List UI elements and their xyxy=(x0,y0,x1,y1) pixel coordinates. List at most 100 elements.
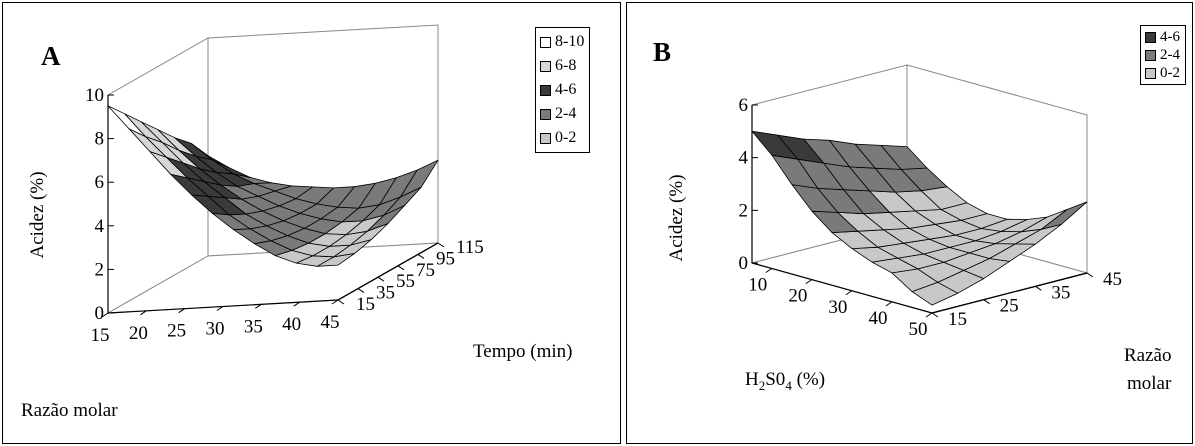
x-tick xyxy=(331,299,339,305)
legend-label: 8-10 xyxy=(555,33,585,50)
legend-item: 8-10 xyxy=(540,30,584,54)
z-tick-label: 0 xyxy=(95,303,105,324)
x-tick xyxy=(293,301,300,307)
legend-label: 2-4 xyxy=(555,105,577,122)
y-tick xyxy=(931,312,939,318)
y-tick-label: 15 xyxy=(948,309,967,330)
legend-item: 0-2 xyxy=(1145,64,1180,82)
x-tick xyxy=(805,279,813,285)
legend-label: 4-6 xyxy=(555,81,577,98)
x-axis-title-b: H2S04 (%) xyxy=(745,369,825,393)
y-axis-title-b: Razão xyxy=(1124,345,1171,366)
legend-label: 0-2 xyxy=(555,129,577,146)
legend-item: 2-4 xyxy=(540,102,584,126)
y-tick-label: 75 xyxy=(416,260,435,281)
legend-swatch xyxy=(540,108,551,120)
chart-panel-a: 0 2 4 6 8 10 15 20 25 30 35 40 45 15 35 55 75 95 115 A Acide… xyxy=(2,2,621,444)
legend-item: 0-2 xyxy=(540,126,584,150)
legend-label: 4-6 xyxy=(1160,28,1180,45)
legend-swatch xyxy=(540,132,551,144)
x-tick-label: 45 xyxy=(321,312,340,333)
z-tick-label: 2 xyxy=(739,200,749,221)
legend-item: 6-8 xyxy=(540,54,584,78)
x-axis-line xyxy=(751,262,933,314)
y-tick-label: 35 xyxy=(376,283,395,304)
surface-plot-b: 0 2 4 6 10 20 30 40 50 15 25 35 45 B Acidez (%) H2S04 (… xyxy=(653,37,1172,394)
z-tick-label: 2 xyxy=(95,259,105,280)
y-tick-label: 25 xyxy=(1000,296,1019,317)
y-tick xyxy=(1035,285,1042,291)
panel-label-b: B xyxy=(653,37,671,67)
y-tick xyxy=(437,242,445,248)
x-tick xyxy=(765,268,773,273)
x-tick xyxy=(255,303,262,309)
y-tick-label: 115 xyxy=(456,237,484,258)
z-tick-label: 6 xyxy=(95,172,105,193)
x-tick-label: 50 xyxy=(909,319,928,340)
y-tick xyxy=(983,299,990,305)
surface-mesh xyxy=(107,105,439,267)
y-tick xyxy=(417,253,425,259)
y-tick xyxy=(1086,272,1094,278)
y-tick xyxy=(377,276,385,282)
y-tick-label: 55 xyxy=(396,271,415,292)
z-tick-label: 10 xyxy=(85,85,104,106)
x-tick-label: 30 xyxy=(206,319,225,340)
y-tick xyxy=(357,288,365,294)
plot-frame xyxy=(107,24,439,314)
x-tick xyxy=(845,290,853,296)
chart-panel-b: 0 2 4 6 10 20 30 40 50 15 25 35 45 B Acidez (%) H2S04 (… xyxy=(626,2,1193,444)
legend-swatch xyxy=(540,60,551,72)
legend-label: 2-4 xyxy=(1160,46,1180,63)
z-tick-label: 4 xyxy=(739,148,749,169)
x-tick-label: 20 xyxy=(788,286,807,307)
x-tick-label: 25 xyxy=(167,321,186,342)
x-tick xyxy=(885,301,893,307)
y-tick-label: 45 xyxy=(1103,269,1122,290)
y-tick xyxy=(397,265,405,271)
legend-a: 8-10 6-8 4-6 2-4 0-2 xyxy=(535,27,591,153)
legend-label: 6-8 xyxy=(555,57,577,74)
z-tick-label: 4 xyxy=(95,216,105,237)
surface-patch xyxy=(190,142,230,169)
z-tick-label: 0 xyxy=(739,253,749,274)
surface-patch xyxy=(880,144,928,170)
z-axis-title-b: Acidez (%) xyxy=(666,174,687,261)
legend-swatch xyxy=(1145,49,1156,61)
y-axis-title-b-line2: molar xyxy=(1127,373,1172,394)
x-tick-label: 35 xyxy=(244,316,263,337)
legend-swatch xyxy=(1145,31,1156,43)
x-tick-label: 15 xyxy=(91,325,110,346)
x-tick-label: 20 xyxy=(129,323,148,344)
legend-b: 4-6 2-4 0-2 xyxy=(1140,25,1186,85)
y-tick-label: 35 xyxy=(1051,282,1070,303)
x-tick xyxy=(140,310,147,316)
legend-swatch xyxy=(1145,67,1156,79)
y-tick-label: 15 xyxy=(356,294,375,315)
x-tick-label: 30 xyxy=(828,297,847,318)
x-tick xyxy=(216,306,224,311)
y-axis-title-a: Tempo (min) xyxy=(473,341,572,362)
x-tick xyxy=(178,308,185,314)
z-axis-title-a: Acidez (%) xyxy=(27,171,48,258)
panel-label-a: A xyxy=(41,41,61,71)
x-tick xyxy=(925,312,933,318)
front-edge xyxy=(337,242,439,301)
x-tick-label: 10 xyxy=(748,275,767,296)
x-tick-label: 40 xyxy=(868,308,887,329)
legend-swatch xyxy=(540,84,551,96)
x-tick xyxy=(101,312,109,318)
legend-item: 4-6 xyxy=(1145,28,1180,46)
legend-item: 2-4 xyxy=(1145,46,1180,64)
front-edge xyxy=(931,272,1088,314)
legend-item: 4-6 xyxy=(540,78,584,102)
surface-mesh xyxy=(751,130,1088,306)
z-tick-label: 8 xyxy=(95,129,105,150)
legend-label: 0-2 xyxy=(1160,64,1180,81)
y-tick-label: 95 xyxy=(436,248,455,269)
z-tick-label: 6 xyxy=(739,95,749,116)
x-tick-label: 40 xyxy=(282,314,301,335)
y-tick xyxy=(337,299,345,305)
legend-swatch xyxy=(540,36,551,48)
